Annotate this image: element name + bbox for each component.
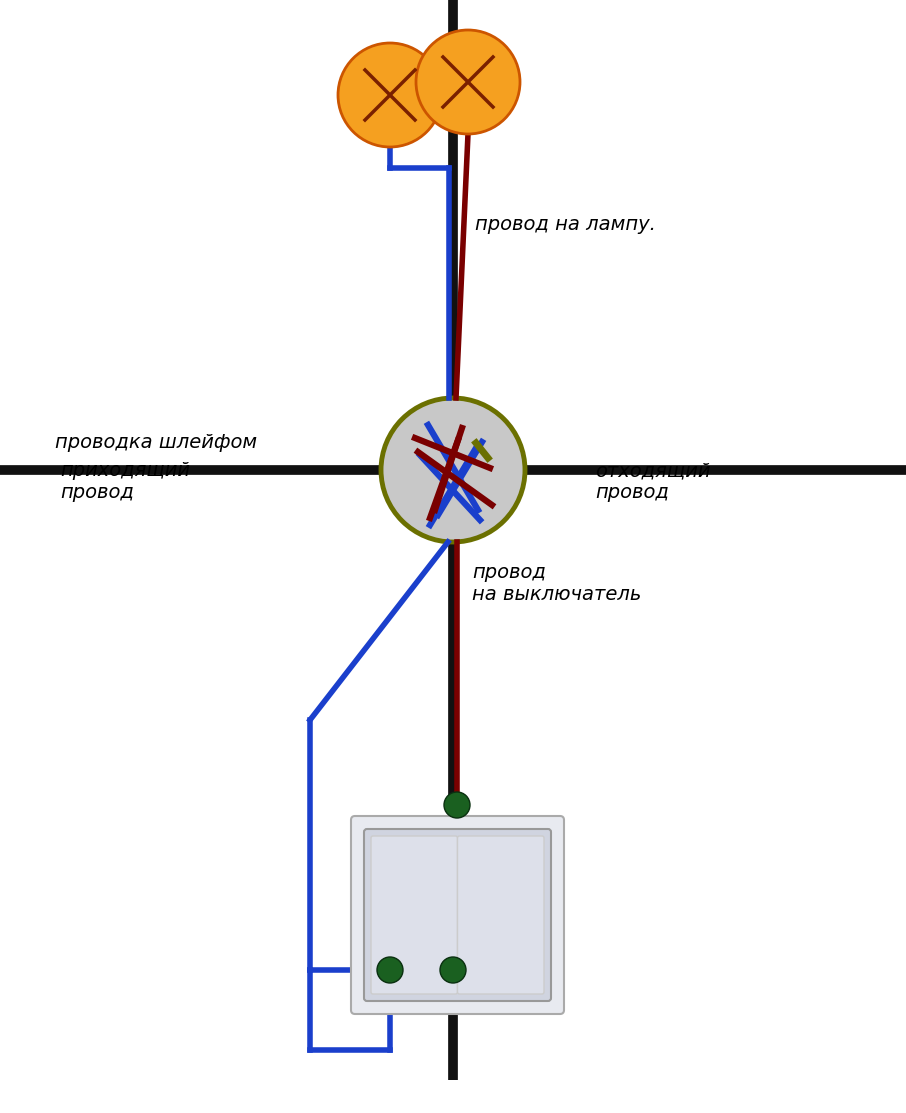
Circle shape bbox=[440, 957, 466, 983]
Text: провод на лампу.: провод на лампу. bbox=[475, 215, 656, 234]
Text: провод
на выключатель: провод на выключатель bbox=[472, 563, 641, 604]
FancyBboxPatch shape bbox=[364, 829, 551, 1001]
Text: отходящий
провод: отходящий провод bbox=[595, 461, 710, 502]
Circle shape bbox=[377, 957, 403, 983]
Circle shape bbox=[416, 30, 520, 134]
FancyBboxPatch shape bbox=[371, 836, 458, 994]
Text: приходящий
провод: приходящий провод bbox=[60, 461, 190, 502]
Circle shape bbox=[338, 43, 442, 147]
Circle shape bbox=[444, 792, 470, 818]
Text: проводка шлейфом: проводка шлейфом bbox=[55, 433, 257, 452]
FancyBboxPatch shape bbox=[351, 816, 564, 1014]
Circle shape bbox=[381, 398, 525, 542]
FancyBboxPatch shape bbox=[458, 836, 544, 994]
